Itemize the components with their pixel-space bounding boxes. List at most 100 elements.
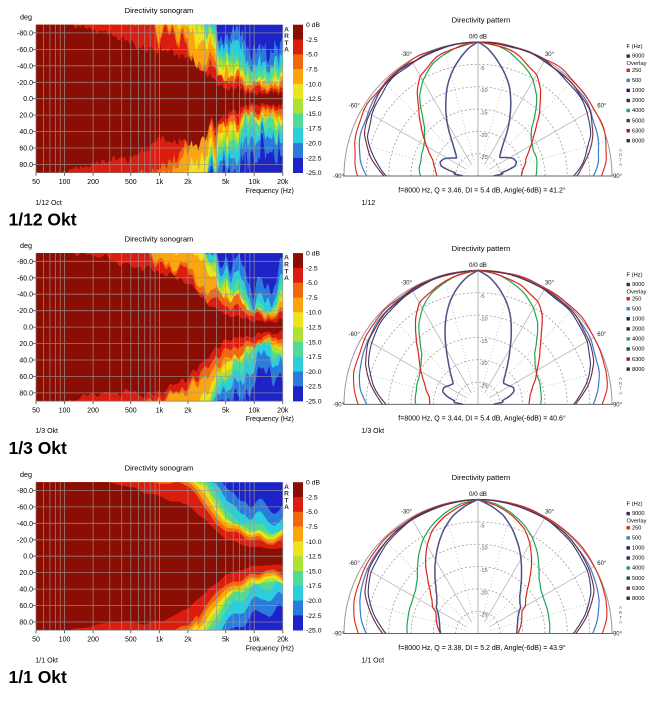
- svg-text:6300: 6300: [632, 128, 644, 134]
- svg-text:1/1 Okt: 1/1 Okt: [35, 657, 58, 664]
- svg-text:-20: -20: [480, 361, 488, 367]
- svg-text:200: 200: [87, 179, 99, 186]
- svg-text:-20.0: -20.0: [17, 80, 33, 87]
- svg-text:20.0: 20.0: [19, 570, 33, 577]
- svg-text:T: T: [284, 268, 288, 275]
- svg-text:0.0: 0.0: [23, 96, 33, 103]
- svg-text:Frequency (Hz): Frequency (Hz): [246, 645, 294, 652]
- svg-text:0 dB: 0 dB: [306, 22, 320, 29]
- svg-text:6300: 6300: [632, 586, 644, 592]
- svg-text:A: A: [284, 275, 289, 282]
- svg-text:-20.0: -20.0: [306, 141, 322, 148]
- svg-text:-80.0: -80.0: [17, 488, 33, 495]
- svg-text:-25: -25: [480, 384, 488, 390]
- svg-text:100: 100: [59, 179, 71, 186]
- svg-text:4000: 4000: [632, 566, 644, 572]
- svg-text:-10.0: -10.0: [306, 539, 322, 546]
- svg-text:-10: -10: [480, 317, 488, 323]
- svg-text:R: R: [619, 381, 623, 386]
- svg-text:1/3 Okt: 1/3 Okt: [35, 428, 58, 435]
- svg-text:40.0: 40.0: [19, 129, 33, 136]
- svg-text:0/0 dB: 0/0 dB: [469, 491, 487, 498]
- svg-text:50: 50: [32, 179, 40, 186]
- svg-text:-90°: -90°: [333, 402, 345, 408]
- svg-text:10k: 10k: [249, 408, 261, 415]
- svg-text:100: 100: [59, 637, 71, 644]
- svg-text:30°: 30°: [545, 509, 555, 515]
- svg-text:5k: 5k: [222, 637, 230, 644]
- svg-text:60.0: 60.0: [19, 146, 33, 153]
- svg-text:500: 500: [125, 179, 137, 186]
- svg-text:deg: deg: [20, 470, 32, 479]
- svg-text:200: 200: [87, 637, 99, 644]
- svg-text:-60°: -60°: [349, 561, 361, 567]
- svg-text:250: 250: [632, 68, 641, 74]
- svg-text:-5.0: -5.0: [306, 280, 318, 287]
- svg-text:2k: 2k: [184, 179, 192, 186]
- svg-text:60°: 60°: [597, 332, 607, 338]
- svg-text:500: 500: [632, 78, 641, 84]
- svg-text:-22.5: -22.5: [306, 384, 322, 391]
- svg-text:-5: -5: [480, 66, 485, 72]
- svg-text:Frequency (Hz): Frequency (Hz): [246, 416, 294, 423]
- svg-text:-25.0: -25.0: [306, 170, 322, 177]
- svg-text:10k: 10k: [249, 637, 261, 644]
- svg-text:R: R: [284, 491, 289, 498]
- svg-text:10k: 10k: [249, 179, 261, 186]
- svg-text:-15.0: -15.0: [306, 111, 322, 118]
- svg-text:-60°: -60°: [349, 104, 361, 110]
- svg-text:F (Hz): F (Hz): [627, 272, 643, 278]
- svg-text:-90°: -90°: [333, 174, 345, 180]
- svg-text:200: 200: [87, 408, 99, 415]
- svg-text:f=8000 Hz, Q = 3.38, DI =: f=8000 Hz, Q = 3.38, DI = 5.2 dB, Angle(…: [398, 644, 566, 652]
- svg-text:1/12 Oct: 1/12 Oct: [35, 200, 62, 207]
- svg-text:-12.5: -12.5: [306, 554, 322, 561]
- svg-text:R: R: [284, 262, 289, 269]
- svg-text:A: A: [619, 605, 623, 610]
- svg-text:2000: 2000: [632, 556, 644, 562]
- svg-text:-25.0: -25.0: [306, 628, 322, 635]
- svg-text:-60.0: -60.0: [17, 275, 33, 282]
- svg-text:-20.0: -20.0: [17, 308, 33, 315]
- svg-text:-22.5: -22.5: [306, 613, 322, 620]
- svg-text:60°: 60°: [597, 104, 607, 110]
- svg-text:80.0: 80.0: [19, 390, 33, 397]
- svg-text:8000: 8000: [632, 367, 644, 373]
- svg-text:A: A: [284, 47, 289, 54]
- svg-text:60.0: 60.0: [19, 603, 33, 610]
- svg-text:-5: -5: [480, 523, 485, 529]
- svg-text:20k: 20k: [277, 179, 289, 186]
- svg-text:-30°: -30°: [401, 280, 413, 286]
- svg-text:Overlay: Overlay: [627, 289, 647, 295]
- svg-text:Overlay: Overlay: [627, 519, 647, 525]
- svg-text:50: 50: [32, 637, 40, 644]
- svg-text:1/3 Okt: 1/3 Okt: [9, 438, 68, 458]
- svg-text:A: A: [619, 162, 623, 167]
- svg-text:6300: 6300: [632, 357, 644, 363]
- svg-text:1/1 Oct: 1/1 Oct: [362, 657, 385, 664]
- svg-text:-15.0: -15.0: [306, 339, 322, 346]
- svg-text:Frequency (Hz): Frequency (Hz): [246, 188, 294, 195]
- svg-text:A: A: [619, 376, 623, 381]
- svg-text:1000: 1000: [632, 546, 644, 552]
- svg-text:-20.0: -20.0: [17, 537, 33, 544]
- svg-text:0.0: 0.0: [23, 325, 33, 332]
- svg-text:-20: -20: [480, 133, 488, 139]
- svg-text:-15: -15: [480, 339, 488, 345]
- svg-text:T: T: [284, 497, 288, 504]
- svg-text:250: 250: [632, 296, 641, 302]
- svg-text:F (Hz): F (Hz): [627, 44, 643, 50]
- svg-text:500: 500: [125, 637, 137, 644]
- svg-text:-17.5: -17.5: [306, 354, 322, 361]
- svg-text:-17.5: -17.5: [306, 126, 322, 133]
- svg-text:1/1 Okt: 1/1 Okt: [9, 667, 68, 687]
- svg-text:-40.0: -40.0: [17, 292, 33, 299]
- svg-text:f=8000 Hz, Q = 3.46, DI =: f=8000 Hz, Q = 3.46, DI = 5.4 dB, Angle(…: [398, 186, 566, 194]
- svg-text:100: 100: [59, 408, 71, 415]
- svg-text:A: A: [619, 148, 623, 153]
- svg-text:-5.0: -5.0: [306, 52, 318, 59]
- svg-text:0 dB: 0 dB: [306, 480, 320, 487]
- svg-text:0/0 dB: 0/0 dB: [469, 34, 487, 41]
- svg-text:8000: 8000: [632, 596, 644, 602]
- svg-text:500: 500: [632, 536, 641, 542]
